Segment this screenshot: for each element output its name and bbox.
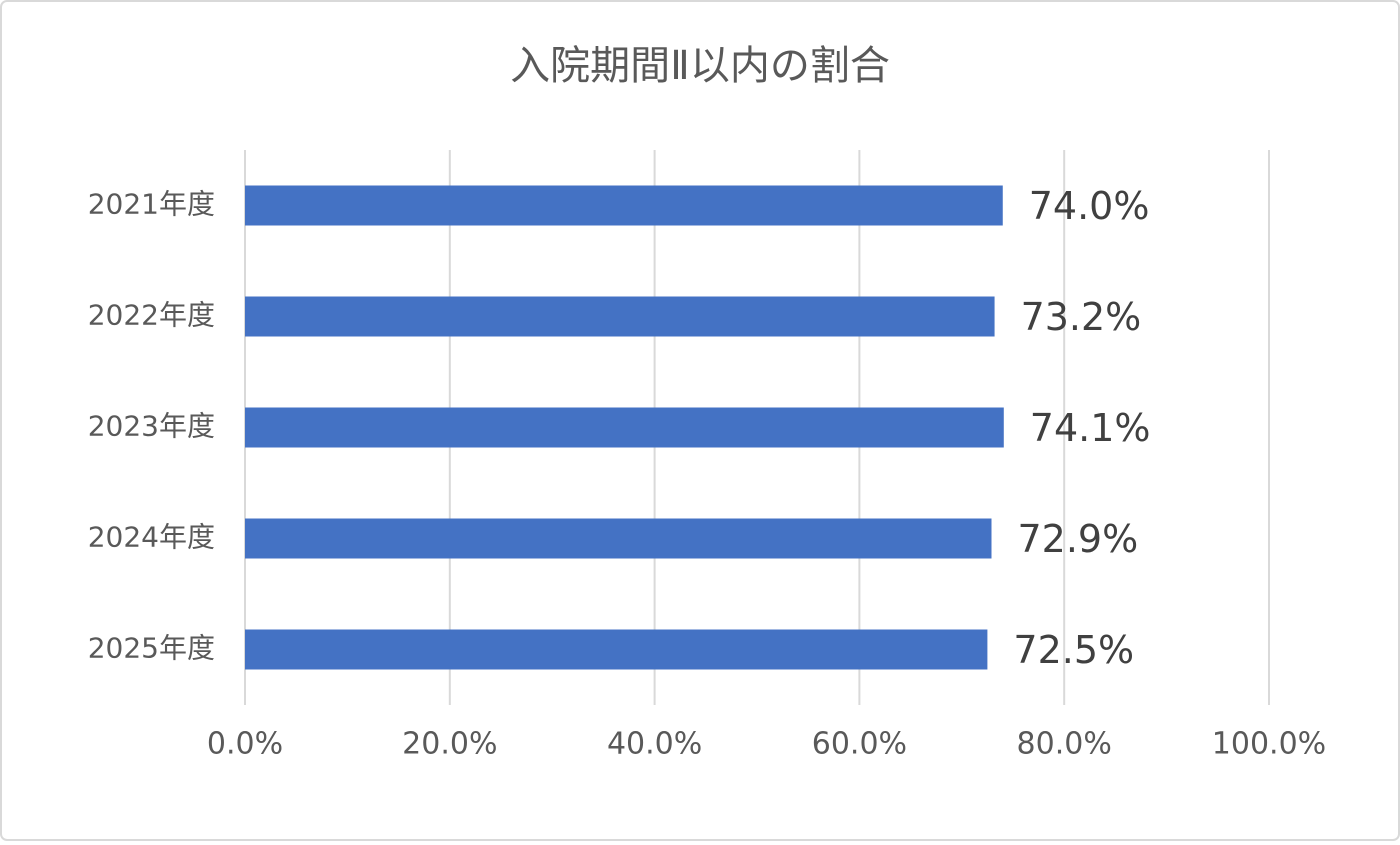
x-tick-label: 60.0% xyxy=(812,727,907,762)
value-label: 74.0% xyxy=(1029,184,1150,228)
x-tick-label: 80.0% xyxy=(1017,727,1112,762)
bar xyxy=(245,518,992,559)
value-label: 73.2% xyxy=(1021,295,1142,339)
y-tick-label: 2023年度 xyxy=(88,410,215,443)
x-tick-label: 20.0% xyxy=(402,727,497,762)
value-label: 72.9% xyxy=(1017,517,1138,561)
y-tick-label: 2025年度 xyxy=(88,632,215,665)
value-label: 74.1% xyxy=(1030,406,1151,450)
bar xyxy=(245,629,988,670)
y-tick-label: 2022年度 xyxy=(88,299,215,332)
x-tick-label: 40.0% xyxy=(607,727,702,762)
bar xyxy=(245,296,995,337)
bar xyxy=(245,407,1004,448)
x-tick-label: 0.0% xyxy=(207,727,283,762)
y-tick-label: 2024年度 xyxy=(88,521,215,554)
bar xyxy=(245,185,1003,226)
chart-title: 入院期間Ⅱ以内の割合 xyxy=(510,43,890,89)
y-tick-label: 2021年度 xyxy=(88,188,215,221)
value-label: 72.5% xyxy=(1013,628,1134,672)
x-tick-label: 100.0% xyxy=(1212,727,1326,762)
